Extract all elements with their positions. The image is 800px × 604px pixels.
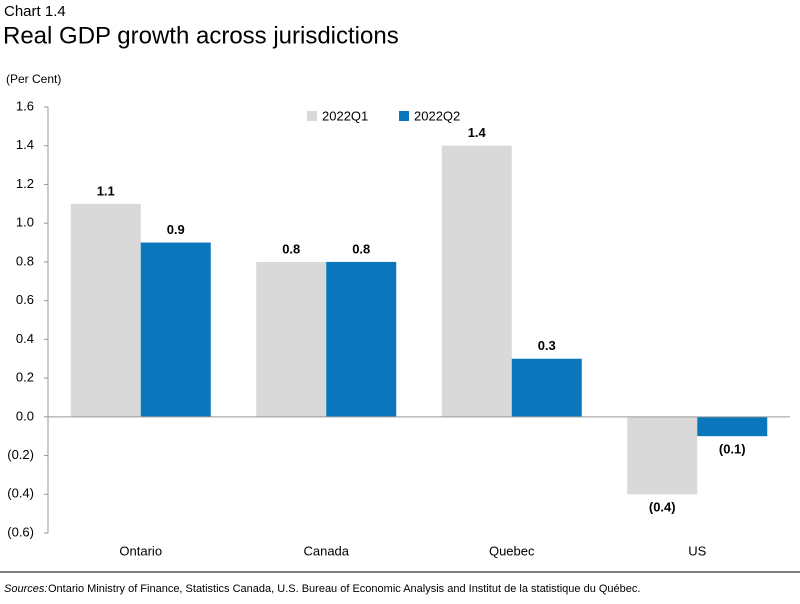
value-label: 1.4 [468,125,487,140]
value-label: 0.9 [167,222,185,237]
bar [441,145,512,417]
bar [256,261,327,417]
y-tick-label: (0.6) [7,524,34,539]
y-tick-label: 0.6 [16,292,34,307]
x-tick-label: Quebec [489,543,535,558]
value-label: (0.4) [649,500,676,515]
y-tick-label: 0.0 [16,408,34,423]
bar [70,203,141,417]
y-tick-label: 1.0 [16,215,34,230]
bar [627,416,698,495]
y-axis-label: (Per Cent) [6,72,61,86]
x-tick-label: US [688,543,706,558]
y-tick-label: (0.2) [7,447,34,462]
y-tick-label: 0.2 [16,370,34,385]
source-label: Sources: [4,583,47,595]
y-tick-label: 0.4 [16,331,34,346]
bar [140,242,211,417]
y-tick-label: 0.8 [16,253,34,268]
y-tick-label: 1.4 [16,137,34,152]
y-tick-label: (0.4) [7,486,34,501]
x-tick-label: Canada [303,543,349,558]
value-label: 1.1 [97,183,115,198]
value-label: 0.8 [352,241,370,256]
chart-title: Real GDP growth across jurisdictions [3,22,399,49]
bar [326,261,397,417]
value-label: 0.3 [538,338,556,353]
legend-label: 2022Q1 [322,108,368,123]
legend-swatch [399,111,409,121]
bar [511,358,582,417]
y-tick-label: 1.2 [16,176,34,191]
y-tick-label: 1.6 [16,98,34,113]
source-text: Ontario Ministry of Finance, Statistics … [48,583,640,595]
legend-label: 2022Q2 [414,108,460,123]
bar [697,416,768,437]
value-label: 0.8 [282,241,300,256]
chart-label: Chart 1.4 [4,3,66,20]
value-label: (0.1) [719,442,746,457]
x-tick-label: Ontario [119,543,162,558]
legend-swatch [307,111,317,121]
